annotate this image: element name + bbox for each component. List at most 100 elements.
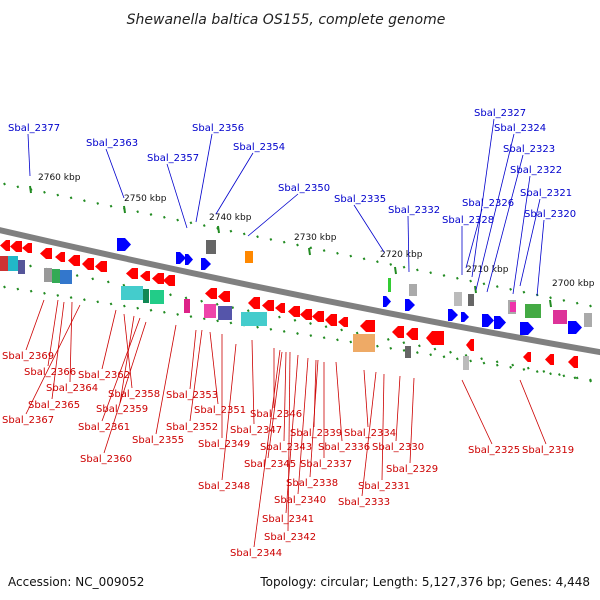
reverse-gene-arrow	[338, 317, 348, 327]
reverse-gene-label: Sbal_2367	[2, 415, 54, 426]
tick-mark	[69, 296, 73, 300]
kbp-label: 2730 kbp	[294, 233, 337, 243]
reverse-gene-arrow	[152, 273, 164, 284]
major-tick	[308, 247, 311, 256]
tick-mark	[189, 221, 193, 225]
tick-mark	[216, 319, 219, 323]
leader-line	[69, 301, 73, 383]
tick-mark	[526, 366, 530, 370]
forward-gene-arrow	[201, 258, 211, 270]
forward-gene-label: Sbal_2354	[233, 142, 285, 153]
tick-mark	[29, 264, 32, 268]
reverse-gene-arrow	[568, 356, 578, 368]
tick-mark	[296, 332, 299, 335]
tick-mark	[562, 299, 566, 302]
feature-block	[468, 294, 474, 306]
tick-mark	[149, 308, 153, 312]
reverse-gene-label: Sbal_2340	[274, 495, 326, 506]
tick-mark	[575, 301, 579, 305]
forward-gene-label: Sbal_2328	[442, 215, 494, 226]
tick-mark	[482, 282, 486, 286]
reverse-gene-label: Sbal_2351	[194, 405, 246, 416]
tick-mark	[202, 224, 206, 228]
forward-gene-label: Sbal_2323	[503, 144, 555, 155]
tick-mark	[340, 328, 344, 332]
reverse-gene-arrow	[68, 255, 80, 266]
forward-gene-label: Sbal_2356	[192, 123, 244, 134]
reverse-gene-label: Sbal_2331	[358, 481, 410, 492]
forward-gene-arrow	[448, 309, 458, 321]
reverse-gene-arrow	[22, 243, 32, 253]
tick-mark	[29, 289, 33, 293]
kbp-label: 2760 kbp	[38, 173, 81, 183]
tick-mark	[442, 274, 446, 277]
tick-mark	[402, 348, 406, 352]
major-tick	[123, 205, 126, 214]
leader-line	[103, 321, 147, 454]
tick-mark	[149, 213, 153, 216]
tick-mark	[269, 238, 273, 241]
reverse-gene-label: Sbal_2352	[166, 422, 218, 433]
leader-line	[155, 324, 177, 435]
reverse-gene-arrow	[545, 354, 554, 365]
forward-gene-label: Sbal_2332	[388, 205, 440, 216]
tick-mark	[495, 285, 499, 289]
forward-gene-arrow	[494, 316, 506, 329]
reverse-gene-arrow	[262, 300, 274, 311]
reverse-gene-label: Sbal_2366	[24, 367, 76, 378]
tick-mark	[106, 280, 110, 284]
reverse-gene-label: Sbal_2342	[264, 532, 316, 543]
feature-block	[454, 292, 462, 306]
tick-mark	[402, 265, 406, 269]
tick-mark	[109, 204, 113, 208]
leader-line	[25, 299, 45, 351]
feature-block	[510, 302, 516, 312]
leader-line	[47, 299, 59, 367]
leader-line	[283, 351, 287, 442]
tick-mark	[242, 232, 246, 236]
leader-line	[335, 361, 343, 442]
tick-mark	[349, 340, 353, 344]
genome-backbone	[0, 227, 600, 356]
tick-mark	[469, 279, 473, 283]
tick-mark	[3, 285, 6, 289]
reverse-gene-label: Sbal_2353	[166, 390, 218, 401]
reverse-gene-label: Sbal_2365	[28, 400, 80, 411]
reverse-gene-label: Sbal_2330	[372, 442, 424, 453]
reverse-gene-arrow	[248, 297, 260, 309]
reverse-gene-label: Sbal_2344	[230, 548, 282, 559]
reverse-gene-label: Sbal_2348	[198, 481, 250, 492]
feature-block	[204, 304, 216, 318]
major-tick	[29, 185, 32, 194]
leader-line	[119, 315, 135, 404]
tick-mark	[69, 196, 73, 200]
tick-mark	[293, 318, 297, 322]
leader-line	[287, 351, 291, 532]
forward-gene-arrow	[176, 252, 186, 264]
feature-block	[52, 269, 60, 283]
tick-mark	[56, 193, 60, 197]
tick-mark	[43, 291, 46, 295]
leader-line	[519, 198, 541, 287]
reverse-gene-arrow	[426, 331, 444, 345]
tick-mark	[91, 277, 95, 281]
major-tick	[217, 225, 220, 234]
forward-gene-arrow	[520, 322, 534, 335]
reverse-gene-arrow	[40, 248, 52, 259]
tick-mark	[449, 350, 452, 354]
tick-mark	[417, 344, 421, 348]
tick-mark	[480, 357, 484, 361]
tick-mark	[495, 360, 499, 364]
tick-mark	[56, 294, 60, 297]
forward-gene-labels: Sbal_2377 Sbal_2363 Sbal_2356 Sbal_2357 Sbal…	[8, 108, 576, 297]
reverse-gene-label: Sbal_2347	[230, 425, 282, 436]
reverse-gene-label: Sbal_2319	[522, 445, 574, 456]
tick-mark	[256, 325, 259, 329]
tick-mark	[162, 215, 166, 219]
tick-mark	[455, 276, 459, 280]
tick-mark	[200, 299, 204, 303]
leader-line	[285, 354, 299, 514]
reverse-gene-label: Sbal_2361	[78, 422, 130, 433]
tick-mark	[429, 271, 433, 275]
